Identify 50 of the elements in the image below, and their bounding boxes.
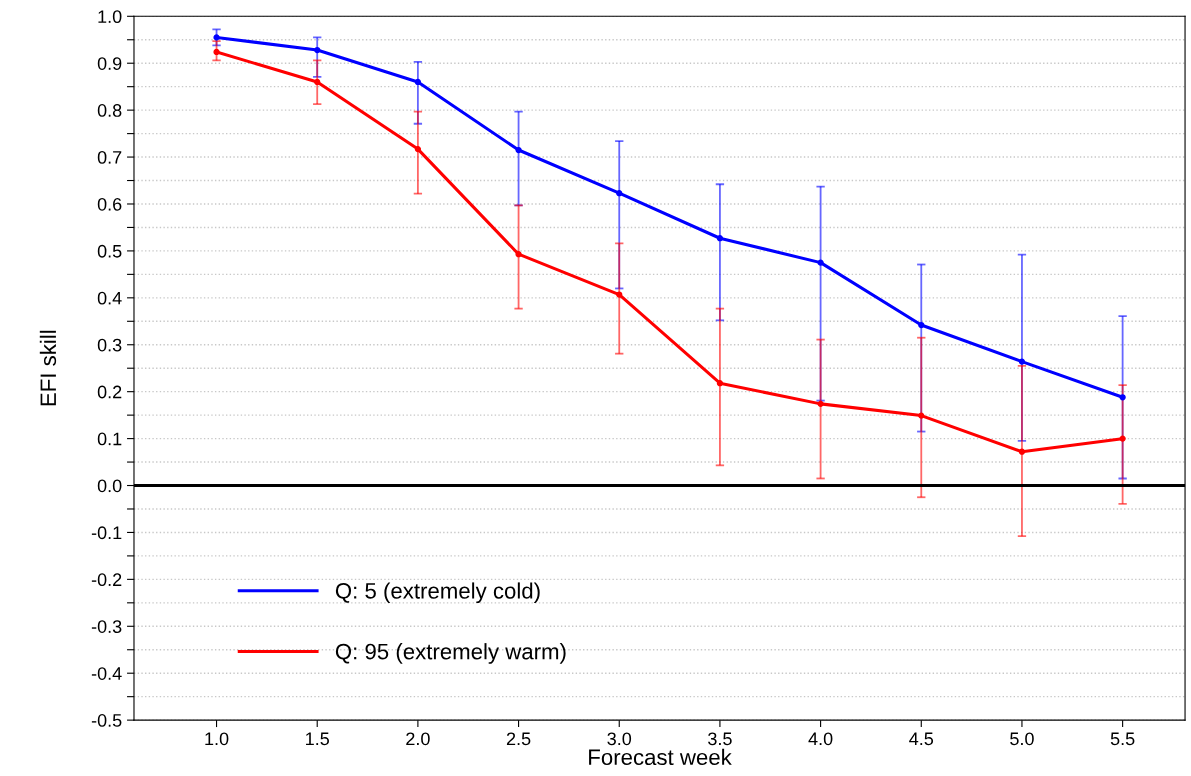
legend-label: Q: 5 (extremely cold) xyxy=(335,582,540,604)
x-tick-label: 2.0 xyxy=(406,732,430,746)
y-tick-label: 0.7 xyxy=(97,151,122,164)
x-tick-label: 3.5 xyxy=(708,732,732,746)
y-tick-label: -0.1 xyxy=(91,526,122,540)
point xyxy=(414,78,422,86)
point xyxy=(1119,394,1126,401)
point xyxy=(817,400,824,407)
y-tick-label: 0.2 xyxy=(97,385,122,399)
y-axis-title: EFI skill xyxy=(39,330,57,406)
point xyxy=(213,48,220,56)
y-tick-label: 0.3 xyxy=(97,338,122,352)
x-tick-label: 3.0 xyxy=(607,732,632,746)
point xyxy=(918,412,925,419)
point xyxy=(1119,435,1126,442)
point xyxy=(515,251,522,258)
y-tick-label: 0.6 xyxy=(97,197,122,211)
y-tick-label: 1.0 xyxy=(98,10,122,24)
y-tick-label: -0.4 xyxy=(91,667,122,680)
y-tick-label: 0.5 xyxy=(97,244,122,258)
y-tick-label: -0.5 xyxy=(91,714,122,727)
y-tick-label: 0.8 xyxy=(97,104,122,117)
point xyxy=(616,190,623,197)
point xyxy=(314,78,321,86)
point xyxy=(515,146,522,154)
point xyxy=(1018,358,1026,365)
x-tick-label: 2.5 xyxy=(506,732,531,746)
point xyxy=(817,259,824,266)
point xyxy=(716,380,724,387)
y-tick-label: -0.3 xyxy=(91,620,122,633)
point xyxy=(716,235,724,242)
x-tick-label: 1.0 xyxy=(205,732,229,746)
legend-label: Q: 95 (extremely warm) xyxy=(335,643,566,664)
y-tick-label: 0.1 xyxy=(97,432,122,446)
x-tick-label: 5.0 xyxy=(1010,732,1034,746)
point xyxy=(1018,448,1026,455)
point xyxy=(918,321,925,329)
y-tick-label: -0.2 xyxy=(91,573,122,587)
x-tick-label: 4.0 xyxy=(808,732,833,746)
x-tick-label: 4.5 xyxy=(909,732,934,746)
y-tick-label: 0.0 xyxy=(97,479,122,493)
point xyxy=(616,291,623,298)
x-axis-title: Forecast week xyxy=(589,748,732,766)
y-tick-label: 0.4 xyxy=(97,291,122,305)
x-tick-label: 1.5 xyxy=(306,732,330,746)
point xyxy=(213,34,220,41)
point xyxy=(314,46,321,54)
point xyxy=(414,145,422,153)
x-tick-label: 5.5 xyxy=(1110,732,1135,746)
y-tick-label: 0.9 xyxy=(97,57,122,70)
